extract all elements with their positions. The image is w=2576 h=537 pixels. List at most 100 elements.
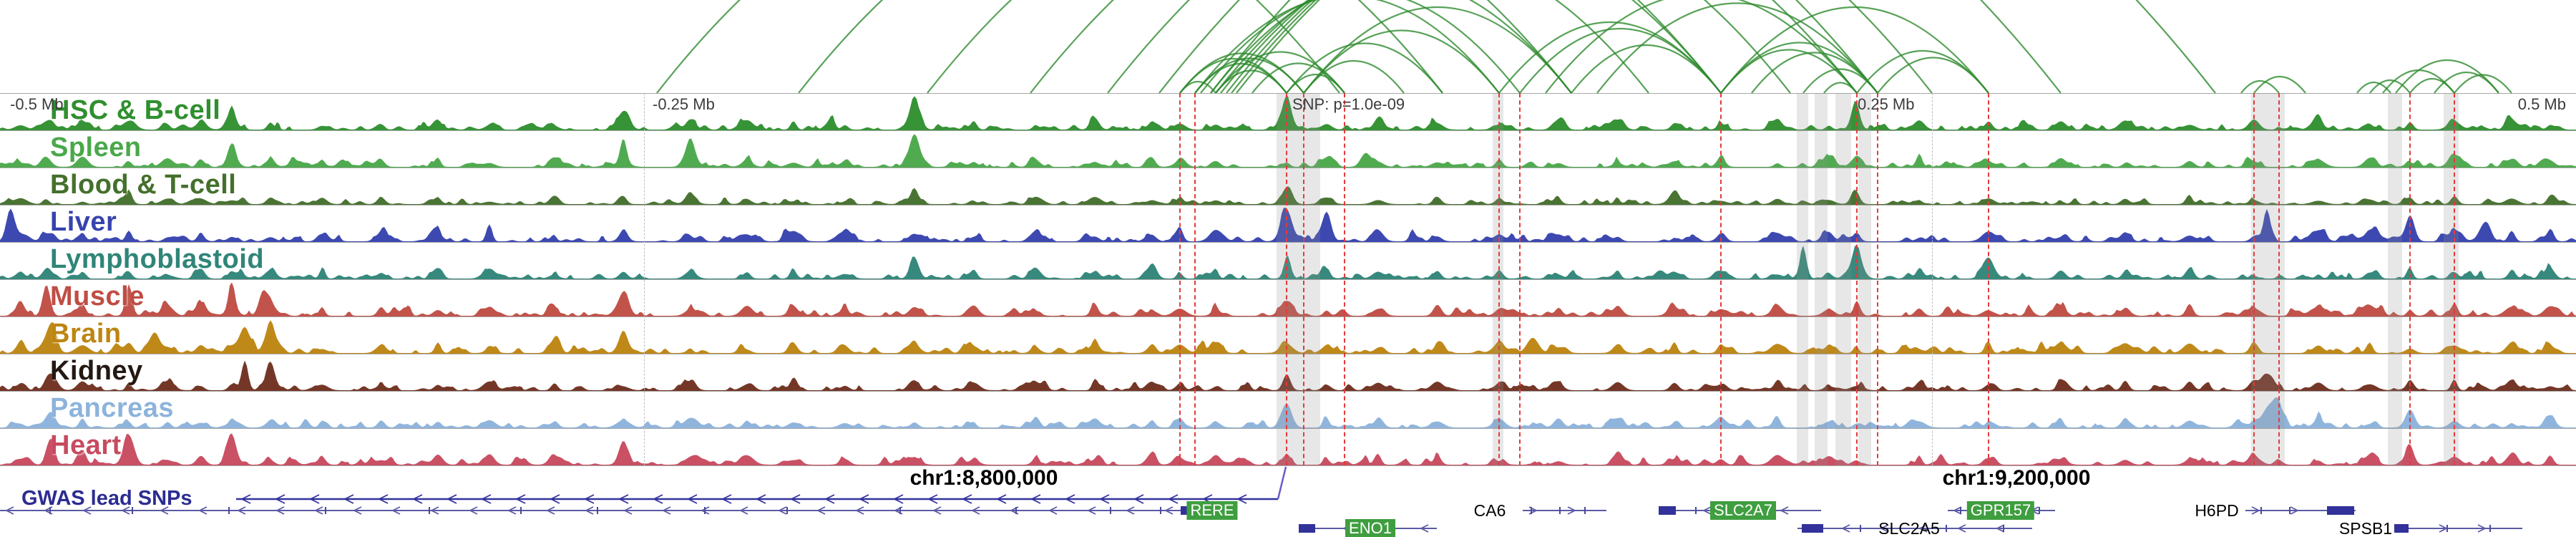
interaction-arc [1823, 82, 1858, 94]
gene-label-eno1[interactable]: ENO1 [1345, 519, 1395, 537]
track-row-hsc-b-cell[interactable]: HSC & B-cell [0, 93, 2576, 130]
interaction-arc [1179, 52, 1304, 94]
track-row-muscle[interactable]: Muscle [0, 279, 2576, 316]
interaction-arc [1286, 42, 1443, 94]
strand-arrow [1956, 524, 1966, 533]
track-row-kidney[interactable]: Kidney [0, 354, 2576, 391]
strand-arrow [738, 506, 748, 515]
signal-wiggle [0, 433, 2576, 465]
strand-arrow [1779, 506, 1789, 515]
strand-arrow [854, 506, 864, 515]
interaction-arcs-layer [656, 0, 2512, 94]
interaction-arc [2356, 82, 2391, 94]
track-row-blood-t-cell[interactable]: Blood & T-cell [0, 168, 2576, 205]
strand-arrow [1064, 494, 1075, 504]
strand-arrow [1840, 524, 1850, 533]
gene-label-rere[interactable]: RERE [1186, 501, 1238, 520]
strand-arrow [1952, 506, 1962, 515]
strand-arrow [1918, 524, 1928, 533]
track-row-brain[interactable]: Brain [0, 316, 2576, 354]
strand-arrow [583, 494, 595, 504]
gene-label-gpr157[interactable]: GPR157 [1966, 501, 2035, 520]
interaction-arc [1220, 0, 1722, 94]
track-row-liver[interactable]: Liver [0, 205, 2576, 242]
strand-arrow [480, 494, 492, 504]
track-label-muscle: Muscle [50, 281, 145, 311]
signal-wiggle [0, 360, 2576, 391]
strand-arrow [1163, 506, 1174, 515]
gene-label-slc2a5[interactable]: SLC2A5 [1878, 519, 1940, 537]
interaction-arc [1179, 81, 1216, 94]
signal-wiggle [0, 320, 2576, 354]
track-signal-kidney [0, 360, 2576, 391]
strand-arrow [1419, 524, 1429, 533]
interaction-arc [1303, 6, 1572, 94]
strand-arrow [507, 506, 517, 515]
track-row-lymphoblastoid[interactable]: Lymphoblastoid [0, 242, 2576, 279]
interaction-arc [2369, 79, 2411, 94]
gene-label-slc2a7[interactable]: SLC2A7 [1710, 501, 1776, 520]
strand-arrow [1125, 506, 1135, 515]
strand-arrow [1030, 494, 1041, 504]
track-label-hsc-b-cell: HSC & B-cell [50, 95, 221, 125]
strand-arrow [240, 494, 251, 504]
strand-arrow [197, 506, 208, 515]
strand-arrow [892, 494, 904, 504]
track-label-liver: Liver [50, 207, 117, 237]
strand-arrow [343, 494, 354, 504]
gwas-lead-snps-label: GWAS lead SNPs [21, 487, 192, 510]
strand-arrow [352, 506, 362, 515]
interaction-arc [1720, 49, 1858, 94]
strand-arrow [816, 506, 826, 515]
interaction-arc [1571, 44, 1722, 94]
strand-arrow [858, 494, 869, 504]
exon-block [2327, 506, 2354, 515]
strand-arrow [4, 506, 14, 515]
interaction-arc [1751, 52, 1878, 94]
strand-arrow [584, 506, 594, 515]
strand-arrow [391, 506, 401, 515]
track-row-pancreas[interactable]: Pancreas [0, 391, 2576, 428]
interaction-arc [1596, 2, 1878, 94]
interaction-arc [2253, 76, 2306, 94]
track-signal-pancreas [0, 397, 2576, 428]
strand-arrow [1236, 494, 1247, 504]
strand-arrow [789, 494, 801, 504]
strand-arrow [932, 506, 942, 515]
interaction-arc [1210, 0, 1572, 94]
track-row-spleen[interactable]: Spleen [0, 130, 2576, 168]
track-label-pancreas: Pancreas [50, 393, 175, 423]
track-signal-brain [0, 320, 2576, 354]
track-label-brain: Brain [50, 319, 122, 349]
signal-wiggle [0, 208, 2576, 242]
gene-label-spsb1[interactable]: SPSB1 [2338, 519, 2393, 537]
strand-arrow [82, 506, 92, 515]
track-row-heart[interactable]: Heart [0, 428, 2576, 465]
exon-block [1659, 506, 1676, 515]
interaction-arc [1200, 0, 1521, 94]
gene-label-h6pd[interactable]: H6PD [2195, 501, 2239, 520]
strand-arrow [514, 494, 526, 504]
strand-arrow [777, 506, 787, 515]
interaction-arc [1030, 0, 1722, 94]
strand-arrow [1995, 524, 2005, 533]
track-label-spleen: Spleen [50, 132, 142, 163]
strand-arrow [275, 506, 285, 515]
interaction-arc [1303, 60, 1405, 94]
gene-label-ca6[interactable]: CA6 [1473, 501, 1506, 520]
signal-tracks-area[interactable]: HSC & B-cell Spleen Blood & T-cell Liver Lym… [0, 93, 2576, 466]
interaction-arc [2382, 69, 2455, 94]
strand-arrow [545, 506, 555, 515]
strand-arrow [429, 506, 439, 515]
strand-arrow [995, 494, 1007, 504]
strand-arrow [686, 494, 698, 504]
strand-arrow [1133, 494, 1144, 504]
strand-arrow [313, 506, 323, 515]
track-signal-muscle [0, 282, 2576, 316]
interaction-arc [1802, 68, 1878, 94]
interaction-arc [1720, 6, 1989, 94]
exon-block [2394, 524, 2409, 533]
strand-arrow [159, 506, 169, 515]
strand-arrow [652, 494, 663, 504]
